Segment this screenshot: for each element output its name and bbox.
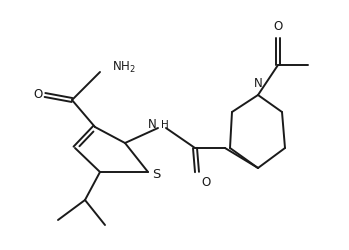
Text: N: N bbox=[148, 118, 157, 132]
Text: O: O bbox=[273, 20, 283, 33]
Text: O: O bbox=[201, 176, 210, 189]
Text: H: H bbox=[161, 120, 169, 130]
Text: O: O bbox=[34, 88, 43, 102]
Text: N: N bbox=[254, 77, 262, 90]
Text: NH$_2$: NH$_2$ bbox=[112, 60, 136, 74]
Text: S: S bbox=[152, 168, 160, 181]
